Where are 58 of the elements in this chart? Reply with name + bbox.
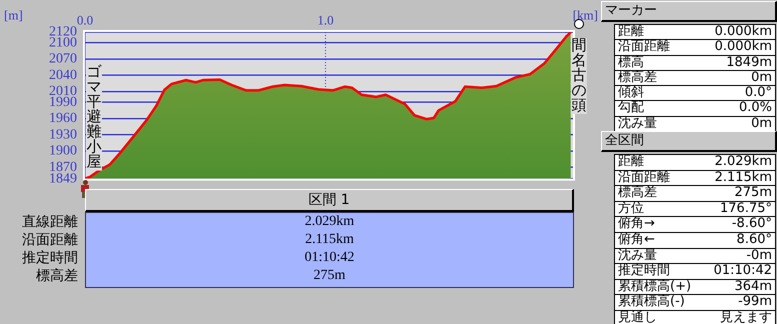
text: 標高差 — [618, 70, 657, 86]
text: 0m — [751, 116, 772, 132]
text: 8.60° — [736, 232, 772, 248]
text: 2.115km — [304, 231, 355, 249]
text: 沿面距離 — [618, 170, 670, 186]
y-tick-label: 1930 — [49, 127, 77, 142]
text: 標高差 — [618, 185, 657, 201]
y-tick-label: 1849 — [49, 171, 77, 186]
text: 沿面距離 — [618, 39, 670, 55]
text: -99m — [738, 294, 772, 310]
text: 364m — [734, 278, 772, 294]
text: 176.75° — [720, 200, 772, 216]
x-tick-label: 1.0 — [317, 12, 334, 28]
text: 0.000km — [714, 39, 772, 55]
annotation: 間名古の頭 — [571, 36, 586, 114]
text: 標高 — [618, 54, 644, 70]
text: 見えます — [720, 310, 772, 324]
y-tick-label: 1900 — [49, 144, 77, 159]
text: 0m — [751, 70, 772, 86]
text: 1849m — [726, 54, 772, 70]
text: 沿面距離 — [22, 231, 78, 249]
text: マーカー — [601, 1, 777, 22]
text: 距離 — [618, 24, 644, 40]
text: 標高差 — [36, 267, 78, 285]
text: 推定時間 — [618, 263, 670, 279]
text: 直線距離 — [22, 213, 78, 231]
text: 275m — [734, 185, 772, 201]
x-axis-title: [km] — [572, 7, 598, 22]
text: 2.029km — [714, 154, 772, 170]
text: 累積標高(-) — [618, 294, 685, 310]
y-tick-label: 1960 — [49, 111, 77, 126]
text: 0.0% — [738, 100, 772, 116]
text: 275m — [312, 267, 346, 285]
text: 全区間 — [601, 131, 777, 152]
text: 沈み量 — [618, 248, 657, 264]
annotation: ゴマ平避難小屋 — [86, 62, 102, 170]
text: 推定時間 — [22, 249, 78, 267]
y-tick-label: 2040 — [49, 68, 77, 83]
text: 沈み量 — [618, 116, 657, 132]
text: 0.0° — [744, 85, 772, 100]
y-axis-title: [m] — [4, 7, 23, 22]
text: 区間 1 — [85, 189, 574, 212]
text: 01:10:42 — [714, 263, 772, 279]
text: 勾配 — [618, 100, 644, 116]
x-tick-label: 0.0 — [76, 12, 94, 28]
text: 0.000km — [714, 24, 772, 40]
text: 01:10:42 — [304, 249, 356, 267]
text: 距離 — [618, 154, 644, 170]
text: 俯角→ — [618, 216, 655, 232]
text: 俯角← — [618, 232, 655, 248]
text: -8.60° — [732, 216, 772, 232]
text: 傾斜 — [618, 85, 644, 100]
text: 2.115km — [714, 170, 772, 186]
text: 方位 — [618, 200, 644, 216]
text: 2.029km — [304, 213, 356, 231]
text: -0m — [746, 248, 772, 264]
text: 累積標高(+) — [618, 278, 692, 294]
y-tick-label: 2070 — [49, 52, 77, 67]
